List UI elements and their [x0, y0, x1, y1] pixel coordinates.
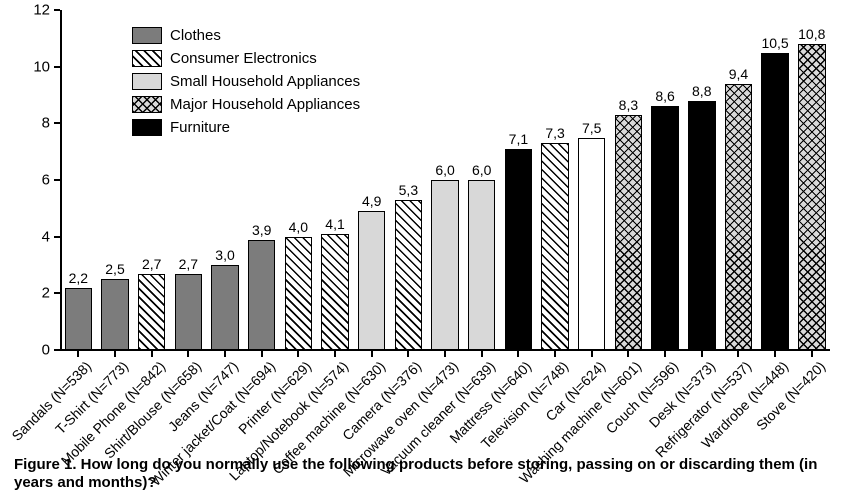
bar-value-label: 3,9	[252, 222, 271, 238]
bar	[505, 149, 533, 350]
y-tick	[54, 349, 60, 351]
bar	[798, 44, 826, 350]
bar-value-label: 7,5	[582, 120, 601, 136]
bar	[468, 180, 496, 350]
bar	[138, 274, 166, 351]
bar-slot: 9,4	[720, 10, 757, 350]
bar-value-label: 8,6	[655, 88, 674, 104]
y-tick-label: 10	[33, 58, 50, 75]
bar-value-label: 8,3	[619, 97, 638, 113]
bar-value-label: 9,4	[729, 66, 748, 82]
legend-swatch	[132, 50, 162, 67]
y-tick-label: 0	[42, 342, 50, 359]
bar-slot: 2,5	[97, 10, 134, 350]
bar-value-label: 10,8	[798, 26, 825, 42]
bar	[725, 84, 753, 350]
bar-value-label: 7,3	[545, 125, 564, 141]
legend: Clothes Consumer Electronics Small Househo…	[132, 24, 360, 139]
bar-slot: 8,8	[683, 10, 720, 350]
bar-value-label: 6,0	[472, 162, 491, 178]
y-tick	[54, 292, 60, 294]
bar-slot: 10,8	[793, 10, 830, 350]
bar	[175, 274, 203, 351]
bar-value-label: 6,0	[435, 162, 454, 178]
y-tick	[54, 9, 60, 11]
bar-slot: 2,2	[60, 10, 97, 350]
legend-label: Consumer Electronics	[170, 50, 317, 67]
bar-slot: 7,1	[500, 10, 537, 350]
bar	[211, 265, 239, 350]
bar-value-label: 2,7	[179, 256, 198, 272]
legend-label: Clothes	[170, 27, 221, 44]
y-tick-label: 6	[42, 172, 50, 189]
legend-label: Small Household Appliances	[170, 73, 360, 90]
figure: { "chart": { "type": "bar", "ylim": [0, …	[0, 0, 862, 501]
bar-slot: 8,3	[610, 10, 647, 350]
legend-label: Furniture	[170, 119, 230, 136]
legend-label: Major Household Appliances	[170, 96, 360, 113]
y-tick	[54, 122, 60, 124]
bar	[688, 101, 716, 350]
bar-value-label: 2,2	[69, 270, 88, 286]
bar-slot: 7,3	[537, 10, 574, 350]
bar-value-label: 5,3	[399, 182, 418, 198]
chart-area: 2,2 2,5 2,7 2,7 3,0 3,9 4,0 4,1 4,9 5,3 6,0 6,0 7,1 7…	[60, 10, 830, 350]
legend-swatch	[132, 119, 162, 136]
y-tick-label: 8	[42, 115, 50, 132]
legend-swatch	[132, 96, 162, 113]
bar-slot: 10,5	[757, 10, 794, 350]
bar	[65, 288, 93, 350]
legend-item: Small Household Appliances	[132, 70, 360, 93]
bar	[321, 234, 349, 350]
y-tick-label: 12	[33, 2, 50, 19]
bar-slot: 6,0	[463, 10, 500, 350]
bar-slot: 8,6	[647, 10, 684, 350]
legend-item: Clothes	[132, 24, 360, 47]
bar	[761, 53, 789, 351]
bar-slot: 5,3	[390, 10, 427, 350]
bar-value-label: 4,9	[362, 193, 381, 209]
bar-value-label: 2,7	[142, 256, 161, 272]
bar-value-label: 8,8	[692, 83, 711, 99]
bar-slot: 7,5	[573, 10, 610, 350]
bar	[101, 279, 129, 350]
bar	[615, 115, 643, 350]
bar-value-label: 4,0	[289, 219, 308, 235]
bar-slot: 6,0	[427, 10, 464, 350]
bar-value-label: 4,1	[325, 216, 344, 232]
legend-item: Consumer Electronics	[132, 47, 360, 70]
bar-value-label: 2,5	[105, 261, 124, 277]
legend-item: Furniture	[132, 116, 360, 139]
bar-value-label: 7,1	[509, 131, 528, 147]
y-tick-label: 2	[42, 285, 50, 302]
bar	[578, 138, 606, 351]
bar	[431, 180, 459, 350]
bar	[541, 143, 569, 350]
legend-item: Major Household Appliances	[132, 93, 360, 116]
bar-value-label: 10,5	[761, 35, 788, 51]
figure-caption: Figure 1. How long do you normally use t…	[14, 456, 848, 494]
legend-swatch	[132, 27, 162, 44]
y-tick	[54, 66, 60, 68]
bar	[248, 240, 276, 351]
bar	[358, 211, 386, 350]
x-labels: Sandals (N=538)T-Shirt (N=773)Mobile Pho…	[60, 352, 830, 462]
bar	[395, 200, 423, 350]
y-tick	[54, 236, 60, 238]
y-tick	[54, 179, 60, 181]
y-tick-label: 4	[42, 228, 50, 245]
bar-value-label: 3,0	[215, 247, 234, 263]
legend-swatch	[132, 73, 162, 90]
bar	[651, 106, 679, 350]
bar	[285, 237, 313, 350]
